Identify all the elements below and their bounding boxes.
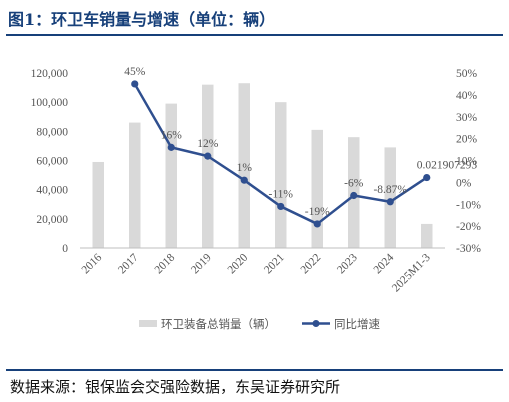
data-label: -6% [344,178,364,190]
bar [275,102,287,249]
x-tick-label: 2017 [116,251,141,276]
data-label: -11% [269,188,294,200]
left-tick-label: 0 [62,243,68,255]
bar [311,129,323,248]
title-rule [6,34,503,36]
bar [421,223,433,248]
growth-point [131,80,139,88]
right-tick-label: 0% [456,177,472,189]
x-tick-label: 2020 [226,251,251,276]
right-tick-label: 50% [456,68,478,80]
data-label: 1% [237,162,253,174]
left-tick-label: 120,000 [31,68,69,80]
left-axis: 0 20,000 40,000 60,000 80,000 100,000 120,000 [31,68,69,255]
left-tick-label: 20,000 [36,214,68,226]
growth-point [350,191,358,200]
growth-point [313,220,321,228]
right-axis: -30% -20% -10% 0% 10% 20% 30% 40% 50% [456,68,481,255]
right-tick-label: 40% [456,90,478,102]
growth-point [204,152,212,160]
growth-point [277,202,285,211]
left-tick-label: 80,000 [36,126,68,138]
right-tick-label: -10% [456,199,481,211]
sales-growth-chart: 020,00040,00060,00080,000100,000120,000 … [31,66,482,331]
bar [384,147,396,248]
x-tick-label: 2016 [80,251,105,276]
legend-bar-swatch [139,320,157,327]
x-tick-label: 2021 [262,251,287,276]
bar [92,161,104,248]
growth-point [423,173,431,182]
bar [165,103,177,248]
legend-bar-label: 环卫装备总销量（辆） [161,317,276,331]
right-tick-label: -20% [456,221,481,233]
source-rule [6,369,503,371]
right-tick-label: -30% [456,243,481,255]
data-label: -8.87% [373,184,407,196]
right-tick-label: 20% [456,134,478,146]
data-label: 12% [197,138,219,150]
legend: 环卫装备总销量（辆） 同比增速 [139,317,380,331]
source-note: 数据来源：银保监会交强险数据，东吴证券研究所 [10,378,341,396]
data-label: 0.021907293 [417,160,478,172]
x-tick-label: 2023 [335,251,360,276]
bar [202,84,214,249]
bar [129,122,141,248]
data-label: 45% [124,66,146,78]
bar [238,83,250,248]
legend-line-marker [312,320,320,327]
right-tick-label: 30% [456,112,478,124]
left-tick-label: 40,000 [36,185,68,197]
x-tick-label: 2019 [189,251,214,276]
figure-title: 图1：环卫车销量与增速（单位：辆） [8,10,276,29]
x-axis: 2016 2017 2018 2019 2020 2021 2022 2023 20242025… [80,251,433,294]
right-tick-label: 10% [456,156,478,168]
legend-line-label: 同比增速 [334,317,380,331]
growth-point [167,143,175,151]
bar-series [92,83,433,249]
growth-point [386,198,394,206]
data-label: -19% [305,206,330,218]
x-tick-label: 2025M1-3 [390,251,433,294]
left-tick-label: 60,000 [36,156,68,168]
left-tick-label: 100,000 [31,97,69,109]
x-tick-label: 2022 [299,251,324,276]
data-label: 16% [161,129,183,141]
x-tick-label: 2024 [372,251,397,276]
growth-point [240,176,248,184]
x-tick-label: 2018 [153,251,178,276]
data-labels: 45% 16% 12% 1% -11% -19% -6% -8.87% 0.021907293 [124,66,477,218]
line-series [131,80,431,228]
